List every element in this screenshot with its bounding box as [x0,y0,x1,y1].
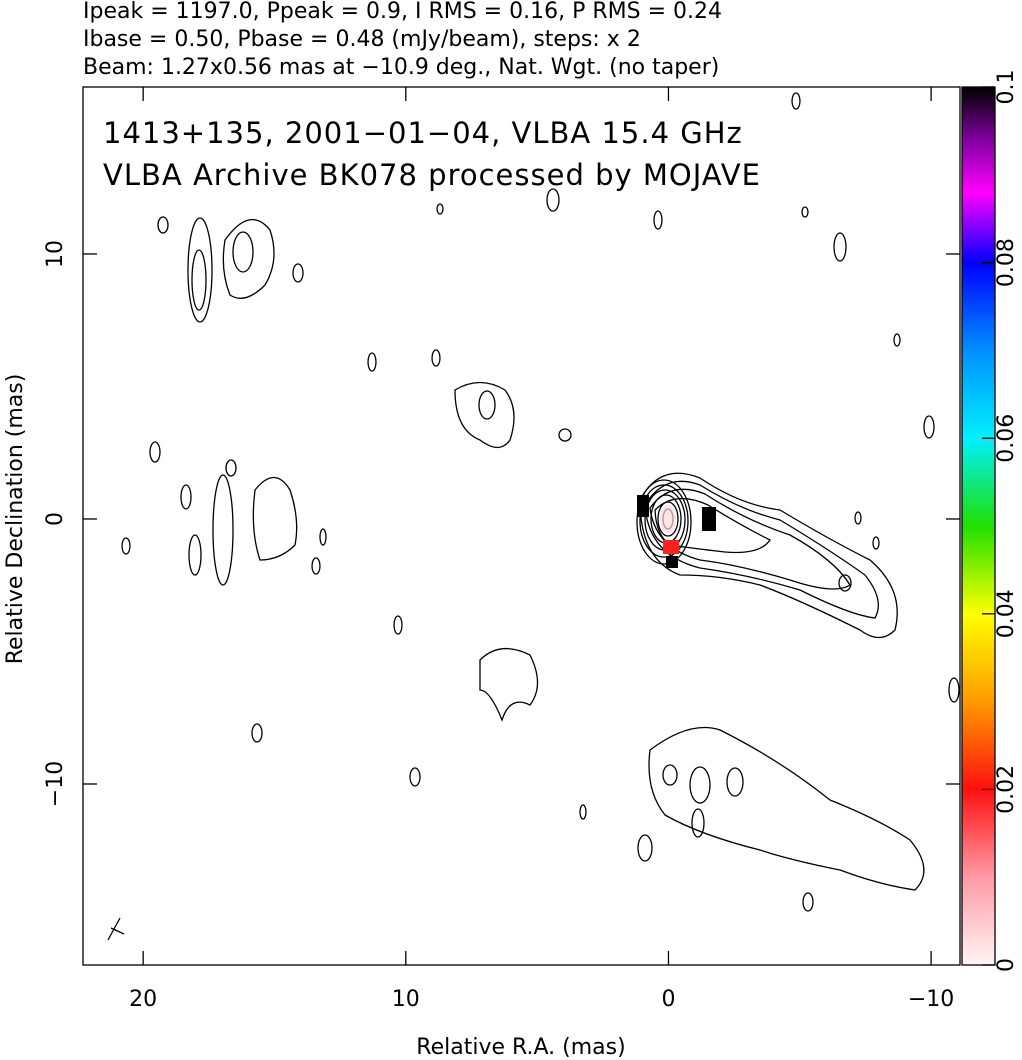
plot-frame [82,86,961,966]
header-line: Beam: 1.27x0.56 mas at −10.9 deg., Nat. … [83,55,719,80]
colorbar [961,86,996,966]
annotation: VLBA Archive BK078 processed by MOJAVE [103,158,761,192]
y-tick-label: −10 [43,761,68,807]
y-tick-label: 0 [43,512,68,526]
contours [107,92,960,941]
y-axis-label: Relative Declination (mas) [3,374,28,665]
annotation: 1413+135, 2001−01−04, VLBA 15.4 GHz [103,116,743,150]
x-tick-label: 20 [129,987,157,1012]
header-line: Ibase = 0.50, Pbase = 0.48 (mJy/beam), s… [83,27,641,52]
core-image [637,495,716,568]
colorbar-tick-label: 0.02 [994,765,1019,814]
x-tick-label: 10 [392,987,420,1012]
colorbar-tick-label: 0 [994,958,1019,972]
colorbar-tick-label: 0.04 [994,589,1019,638]
y-tick-label: 10 [43,240,68,268]
x-tick-label: 0 [661,987,675,1012]
header-line: Ipeak = 1197.0, Ppeak = 0.9, I RMS = 0.1… [83,0,722,24]
colorbar-tick-label: 0.06 [994,414,1019,463]
colorbar-tick-label: 0.08 [994,238,1019,287]
x-tick-label: −10 [908,987,954,1012]
colorbar-tick-label: 0.1 [994,70,1019,105]
x-axis-label: Relative R.A. (mas) [416,1035,625,1060]
